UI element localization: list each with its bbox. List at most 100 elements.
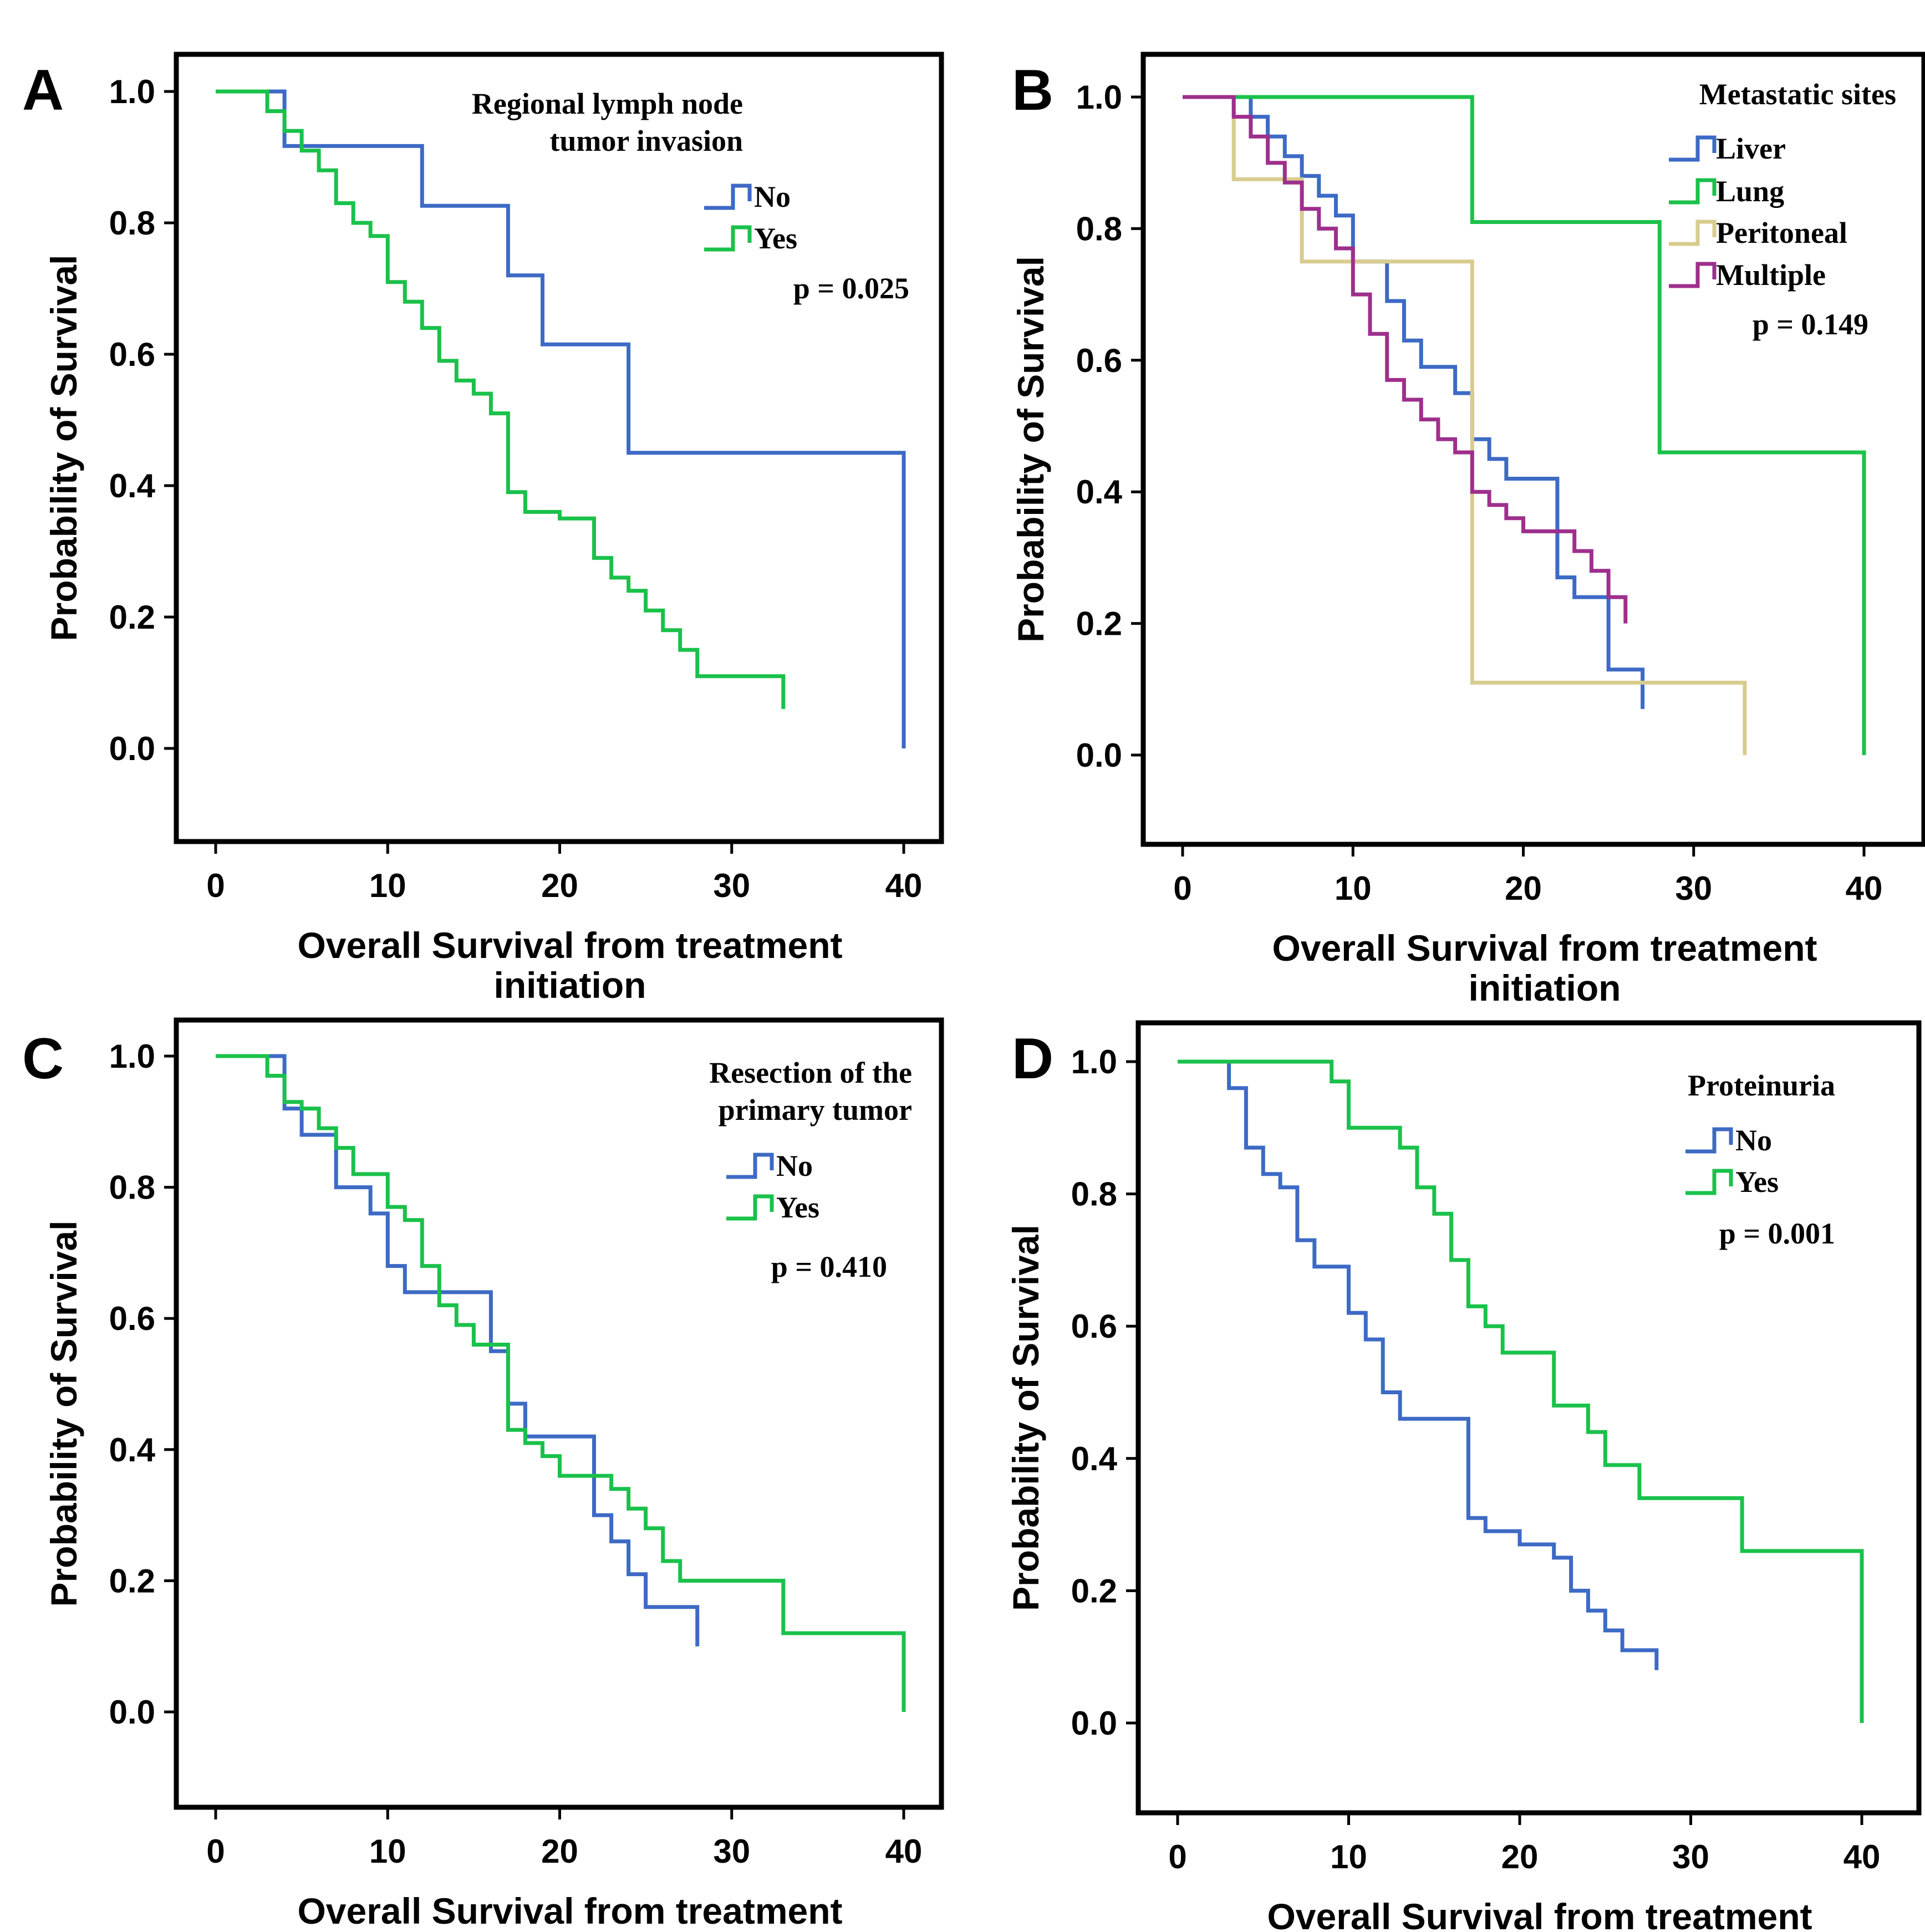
- chart-panel-b: B 0 10 20 30 40 0.0 0.2 0.4 0.6 0.8 1.0 Overall Surv…: [1010, 52, 1925, 1008]
- legend-title: Regional lymph node: [472, 87, 743, 120]
- y-tick-label: 0.8: [1076, 210, 1122, 247]
- legend-label-yes: Yes: [754, 222, 797, 255]
- x-tick-label: 20: [1505, 870, 1542, 907]
- series-line-multiple: [1183, 95, 1628, 624]
- y-tick-label: 0.6: [109, 1300, 155, 1337]
- y-tick-label: 0.6: [109, 336, 155, 373]
- y-axis-title: Probability of Survival: [43, 1221, 84, 1607]
- series-line-no: [216, 89, 906, 748]
- legend-swatch-no: [726, 1153, 774, 1179]
- legend-swatch-lung: [1669, 178, 1717, 205]
- y-tick-label: 0.2: [1076, 605, 1122, 643]
- y-tick-label: 0.4: [109, 1431, 156, 1469]
- y-tick-label: 0.8: [109, 205, 155, 242]
- series-line-no: [216, 1054, 700, 1646]
- x-axis-title: Overall Survival from treatment: [297, 1890, 842, 1931]
- panel-letter: B: [1012, 58, 1053, 123]
- x-tick-label: 30: [1672, 1838, 1709, 1875]
- p-value: p = 0.149: [1753, 308, 1868, 341]
- x-tick-label: 10: [369, 1833, 406, 1870]
- legend-swatch-no: [704, 183, 752, 210]
- legend-label-yes: Yes: [776, 1191, 819, 1224]
- series-line-peritoneal: [1183, 95, 1747, 755]
- plot-frame: [174, 1017, 944, 1810]
- y-tick-label: 0.0: [1071, 1705, 1117, 1742]
- p-value: p = 0.001: [1719, 1217, 1835, 1250]
- y-tick-label: 0.8: [1071, 1176, 1117, 1213]
- panel-letter: A: [22, 58, 64, 123]
- legend-swatch-yes: [726, 1194, 774, 1221]
- y-tick-label: 0.0: [109, 730, 155, 767]
- y-tick-label: 1.0: [109, 73, 155, 110]
- x-tick-label: 40: [885, 1833, 923, 1870]
- plot-frame: [1140, 52, 1925, 847]
- legend-label-no: No: [754, 180, 791, 213]
- x-tick-label: 0: [206, 1833, 225, 1870]
- legend-label-lung: Lung: [1716, 175, 1784, 208]
- x-tick-label: 20: [541, 867, 578, 904]
- y-tick-label: 0.8: [109, 1169, 155, 1206]
- y-tick-label: 0.0: [1076, 737, 1122, 774]
- legend-label-no: No: [1735, 1124, 1772, 1157]
- y-tick-label: 0.6: [1071, 1308, 1117, 1345]
- y-tick-label: 0.2: [109, 1562, 155, 1599]
- x-tick-label: 10: [369, 867, 406, 904]
- legend-title: Resection of the: [709, 1056, 912, 1089]
- plot-frame: [1135, 1020, 1922, 1816]
- series-line-lung: [1183, 95, 1866, 755]
- x-tick-label: 30: [1675, 870, 1712, 907]
- legend-swatch-liver: [1669, 135, 1717, 162]
- legend-label-no: No: [776, 1149, 813, 1182]
- x-tick-label: 10: [1335, 870, 1372, 907]
- x-axis-title: initiation: [1469, 967, 1621, 1008]
- series-line-yes: [216, 1054, 906, 1712]
- y-axis-title: Probability of Survival: [1005, 1225, 1046, 1611]
- legend-label-liver: Liver: [1716, 132, 1786, 165]
- y-tick-label: 0.2: [109, 599, 155, 636]
- y-axis-title: Probability of Survival: [43, 255, 84, 641]
- y-tick-label: 0.4: [109, 467, 156, 504]
- legend-swatch-yes: [1685, 1169, 1733, 1195]
- plot-frame: [174, 52, 944, 844]
- x-tick-label: 0: [1173, 870, 1191, 907]
- legend-swatch-multiple: [1669, 262, 1717, 288]
- x-tick-label: 0: [1168, 1838, 1186, 1875]
- panel-letter: C: [22, 1027, 64, 1091]
- legend-label-yes: Yes: [1735, 1165, 1779, 1199]
- x-tick-label: 40: [1846, 870, 1883, 907]
- y-tick-label: 1.0: [1071, 1043, 1117, 1080]
- legend-title: primary tumor: [719, 1093, 912, 1126]
- series-line-yes: [1178, 1059, 1864, 1723]
- y-tick-label: 0.4: [1076, 473, 1123, 511]
- legend-title: Metastatic sites: [1699, 78, 1896, 111]
- x-tick-label: 0: [206, 867, 225, 904]
- series-line-no: [1178, 1059, 1659, 1670]
- p-value: p = 0.410: [771, 1250, 887, 1283]
- x-tick-label: 30: [713, 867, 750, 904]
- chart-panel-c: C 0 10 20 30 40 0.0 0.2 0.4 0.6 0.8 1.0 Overall Surv…: [22, 1017, 944, 1932]
- legend-title: tumor invasion: [549, 124, 743, 157]
- y-tick-label: 0.6: [1076, 342, 1122, 379]
- chart-panel-d: D 0 10 20 30 40 0.0 0.2 0.4 0.6 0.8 1.0 Overall Surv…: [1005, 1020, 1922, 1932]
- legend-swatch-yes: [704, 225, 752, 252]
- legend-swatch-no: [1685, 1127, 1733, 1154]
- panel-letter: D: [1012, 1027, 1053, 1091]
- series-line-liver: [1183, 95, 1645, 709]
- legend-label-multiple: Multiple: [1716, 258, 1826, 292]
- y-axis-title: Probability of Survival: [1010, 256, 1051, 643]
- legend-swatch-peritoneal: [1669, 220, 1717, 246]
- legend-label-peritoneal: Peritoneal: [1716, 216, 1847, 249]
- legend-title: Proteinuria: [1688, 1069, 1835, 1102]
- y-tick-label: 1.0: [109, 1038, 155, 1075]
- y-tick-label: 1.0: [1076, 79, 1122, 116]
- x-tick-label: 40: [1843, 1838, 1881, 1875]
- chart-panel-a: A 0 10 20 30 40 0.0 0.2 0.4 0.6 0.8 1.0 Overall Surv…: [22, 52, 944, 1006]
- y-tick-label: 0.4: [1071, 1440, 1118, 1477]
- x-tick-label: 20: [1501, 1838, 1539, 1875]
- x-axis-title: Overall Survival from treatment: [1267, 1896, 1812, 1932]
- x-axis-title: initiation: [494, 1930, 646, 1932]
- x-tick-label: 30: [713, 1833, 750, 1870]
- y-tick-label: 0.0: [109, 1694, 155, 1731]
- x-axis-title: Overall Survival from treatment: [1272, 927, 1817, 968]
